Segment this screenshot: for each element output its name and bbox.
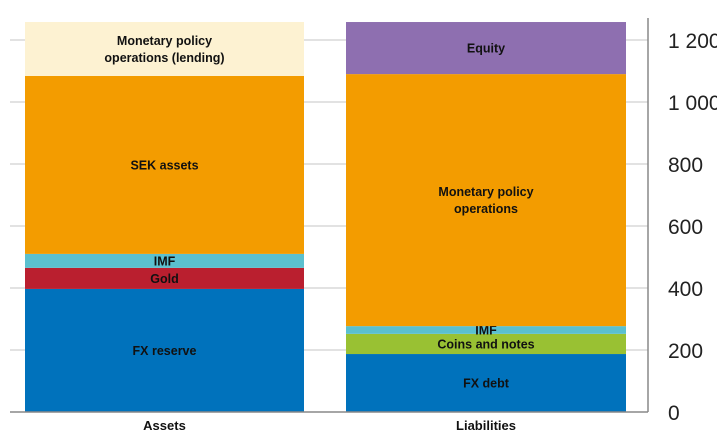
segment-label: Monetary policy	[438, 185, 533, 199]
y-tick-label: 600	[668, 216, 703, 239]
segment-label: SEK assets	[130, 158, 198, 172]
y-tick-label: 400	[668, 278, 703, 301]
segment-label: operations	[454, 202, 518, 216]
bar-segment	[25, 22, 304, 76]
bar-segment	[25, 253, 304, 268]
segment-label: Coins and notes	[437, 337, 534, 351]
x-tick-label: Liabilities	[456, 418, 516, 433]
bar-segment	[25, 75, 304, 254]
segment-label: FX reserve	[133, 344, 197, 358]
segment-label: Monetary policy	[117, 34, 212, 48]
y-tick-label: 200	[668, 340, 703, 363]
bar-segment	[346, 326, 626, 334]
segment-label: Equity	[467, 42, 505, 56]
bar-segment	[346, 354, 626, 412]
segment-label: Gold	[150, 272, 178, 286]
segment-label: FX debt	[463, 377, 510, 391]
bar-segment	[25, 267, 304, 289]
y-tick-label: 0	[668, 402, 680, 425]
segment-label: IMF	[475, 324, 497, 338]
bar-segment	[25, 288, 304, 412]
y-tick-label: 800	[668, 154, 703, 177]
bar-segment	[346, 74, 626, 327]
x-tick-label: Assets	[143, 418, 186, 433]
segment-label: IMF	[154, 254, 176, 268]
y-tick-label: 1 200	[668, 30, 717, 53]
y-tick-label: 1 000	[668, 92, 717, 115]
bar-segment	[346, 333, 626, 355]
segment-label: operations (lending)	[104, 51, 224, 65]
bar-segment	[346, 22, 626, 75]
